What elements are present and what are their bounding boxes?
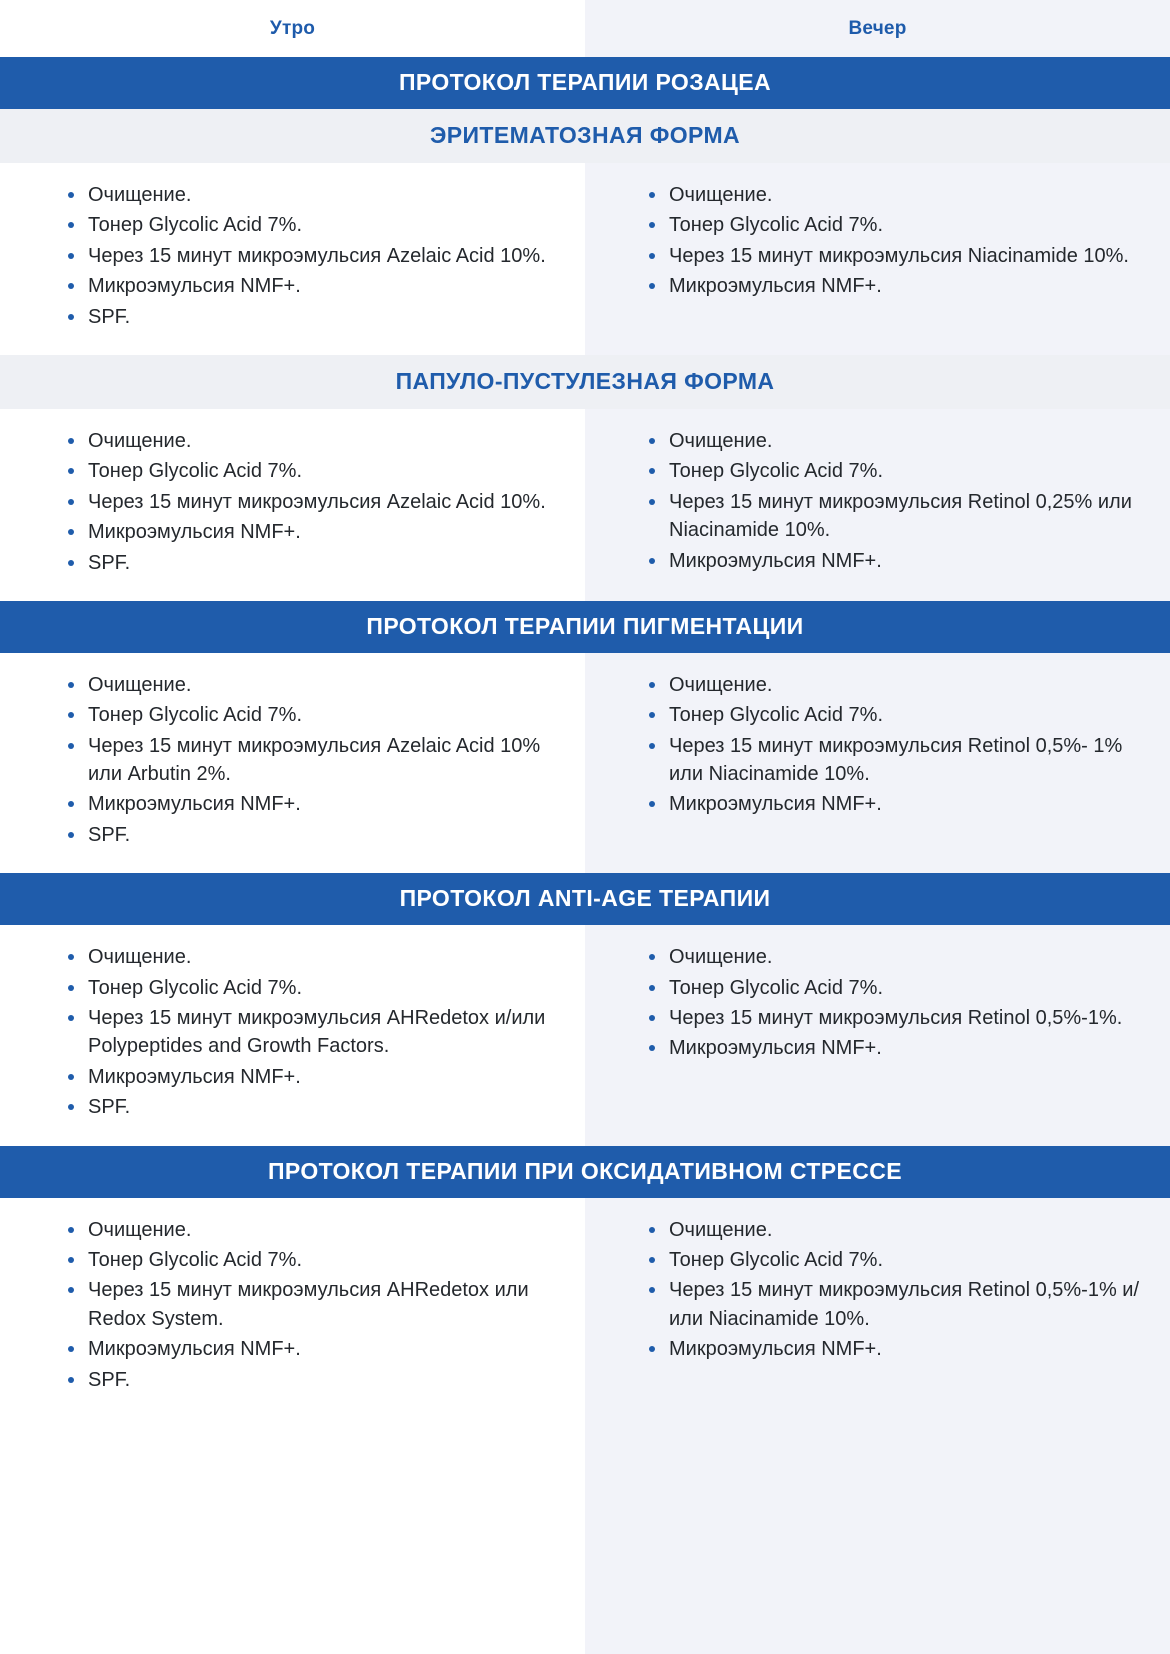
step-item: Через 15 минут микроэмульсия AHRedetox и… [66, 1004, 555, 1061]
step-item: Микроэмульсия NMF+. [647, 547, 1140, 575]
evening-steps-list: Очищение. Тонер Glycolic Acid 7%. Через 15… [647, 671, 1140, 819]
protocol-body-row: Очищение. Тонер Glycolic Acid 7%. Через 15… [0, 1198, 1170, 1418]
evening-column-header: Вечер [848, 17, 907, 39]
protocol-title-banner: ПРОТОКОЛ ТЕРАПИИ РОЗАЦЕА [0, 57, 1170, 109]
step-item: Очищение. [66, 427, 555, 455]
step-item: Через 15 минут микроэмульсия Retinol 0,5… [647, 1276, 1140, 1333]
step-item: Микроэмульсия NMF+. [647, 790, 1140, 818]
step-item: Очищение. [647, 671, 1140, 699]
step-item: Через 15 минут микроэмульсия Retinol 0,5… [647, 732, 1140, 789]
step-item: Тонер Glycolic Acid 7%. [66, 1246, 555, 1274]
step-item: Тонер Glycolic Acid 7%. [647, 974, 1140, 1002]
step-item: Микроэмульсия NMF+. [647, 272, 1140, 300]
evening-steps-cell: Очищение. Тонер Glycolic Acid 7%. Через 15… [585, 1198, 1170, 1388]
sheet-content: Утро Вечер ПРОТОКОЛ ТЕРАПИИ РОЗАЦЕА ЭРИТЕ… [0, 0, 1170, 1418]
evening-steps-list: Очищение. Тонер Glycolic Acid 7%. Через 15… [647, 1216, 1140, 1364]
step-item: Тонер Glycolic Acid 7%. [66, 974, 555, 1002]
morning-steps-cell: Очищение. Тонер Glycolic Acid 7%. Через 15… [0, 409, 585, 601]
step-item: Тонер Glycolic Acid 7%. [66, 701, 555, 729]
step-item: Через 15 минут микроэмульсия Azelaic Aci… [66, 242, 555, 270]
step-item: Микроэмульсия NMF+. [647, 1034, 1140, 1062]
step-item: SPF. [66, 1093, 555, 1121]
morning-steps-list: Очищение. Тонер Glycolic Acid 7%. Через 15… [66, 943, 555, 1121]
protocol-list: ПРОТОКОЛ ТЕРАПИИ РОЗАЦЕА ЭРИТЕМАТОЗНАЯ ФО… [0, 57, 1170, 1418]
evening-steps-cell: Очищение. Тонер Glycolic Acid 7%. Через 15… [585, 163, 1170, 325]
protocol-body-row: Очищение. Тонер Glycolic Acid 7%. Через 15… [0, 653, 1170, 873]
evening-steps-list: Очищение. Тонер Glycolic Acid 7%. Через 15… [647, 181, 1140, 301]
subsection-title-banner: ПАПУЛО-ПУСТУЛЕЗНАЯ ФОРМА [0, 354, 1170, 409]
step-item: Через 15 минут микроэмульсия Niacinamide… [647, 242, 1140, 270]
step-item: SPF. [66, 1366, 555, 1394]
step-item: Микроэмульсия NMF+. [66, 272, 555, 300]
subsection-title-banner: ЭРИТЕМАТОЗНАЯ ФОРМА [0, 109, 1170, 163]
step-item: Тонер Glycolic Acid 7%. [647, 211, 1140, 239]
morning-steps-cell: Очищение. Тонер Glycolic Acid 7%. Через 15… [0, 1198, 585, 1418]
step-item: Тонер Glycolic Acid 7%. [647, 701, 1140, 729]
step-item: Очищение. [66, 943, 555, 971]
morning-column-header: Утро [269, 17, 316, 39]
evening-column-background [585, 0, 1170, 1654]
step-item: Через 15 минут микроэмульсия Retinol 0,2… [647, 488, 1140, 545]
morning-steps-list: Очищение. Тонер Glycolic Acid 7%. Через 15… [66, 181, 555, 331]
step-item: Микроэмульсия NMF+. [647, 1335, 1140, 1363]
evening-steps-cell: Очищение. Тонер Glycolic Acid 7%. Через 15… [585, 653, 1170, 843]
evening-steps-cell: Очищение. Тонер Glycolic Acid 7%. Через 15… [585, 925, 1170, 1087]
step-item: Микроэмульсия NMF+. [66, 518, 555, 546]
morning-steps-list: Очищение. Тонер Glycolic Acid 7%. Через 15… [66, 671, 555, 849]
step-item: Очищение. [647, 1216, 1140, 1244]
protocol-body-row: Очищение. Тонер Glycolic Acid 7%. Через 15… [0, 925, 1170, 1145]
step-item: SPF. [66, 821, 555, 849]
protocol-title-banner: ПРОТОКОЛ ТЕРАПИИ ПРИ ОКСИДАТИВНОМ СТРЕСС… [0, 1145, 1170, 1198]
evening-steps-list: Очищение. Тонер Glycolic Acid 7%. Через 15… [647, 943, 1140, 1063]
protocol-body-row: Очищение. Тонер Glycolic Acid 7%. Через 15… [0, 163, 1170, 355]
step-item: Тонер Glycolic Acid 7%. [66, 457, 555, 485]
morning-steps-list: Очищение. Тонер Glycolic Acid 7%. Через 15… [66, 427, 555, 577]
step-item: Очищение. [647, 427, 1140, 455]
morning-steps-cell: Очищение. Тонер Glycolic Acid 7%. Через 15… [0, 653, 585, 873]
step-item: Через 15 минут микроэмульсия Retinol 0,5… [647, 1004, 1140, 1032]
protocol-title-banner: ПРОТОКОЛ ANTI-AGE ТЕРАПИИ [0, 873, 1170, 926]
step-item: Через 15 минут микроэмульсия Azelaic Aci… [66, 732, 555, 789]
evening-steps-cell: Очищение. Тонер Glycolic Acid 7%. Через 15… [585, 409, 1170, 599]
protocol-title-banner: ПРОТОКОЛ ТЕРАПИИ ПИГМЕНТАЦИИ [0, 600, 1170, 653]
morning-steps-list: Очищение. Тонер Glycolic Acid 7%. Через 15… [66, 1216, 555, 1394]
step-item: Очищение. [66, 671, 555, 699]
step-item: Тонер Glycolic Acid 7%. [647, 457, 1140, 485]
evening-steps-list: Очищение. Тонер Glycolic Acid 7%. Через 15… [647, 427, 1140, 575]
step-item: Микроэмульсия NMF+. [66, 1335, 555, 1363]
morning-column-background [0, 0, 585, 1654]
step-item: Очищение. [66, 1216, 555, 1244]
step-item: Через 15 минут микроэмульсия AHRedetox и… [66, 1276, 555, 1333]
step-item: Через 15 минут микроэмульсия Azelaic Aci… [66, 488, 555, 516]
step-item: SPF. [66, 549, 555, 577]
step-item: Тонер Glycolic Acid 7%. [647, 1246, 1140, 1274]
step-item: Тонер Glycolic Acid 7%. [66, 211, 555, 239]
day-header-row: Утро Вечер [0, 0, 1170, 57]
morning-steps-cell: Очищение. Тонер Glycolic Acid 7%. Через 15… [0, 925, 585, 1145]
protocol-body-row: Очищение. Тонер Glycolic Acid 7%. Через 15… [0, 409, 1170, 601]
step-item: Очищение. [647, 943, 1140, 971]
step-item: Очищение. [66, 181, 555, 209]
morning-steps-cell: Очищение. Тонер Glycolic Acid 7%. Через 15… [0, 163, 585, 355]
step-item: Микроэмульсия NMF+. [66, 1063, 555, 1091]
step-item: SPF. [66, 303, 555, 331]
step-item: Очищение. [647, 181, 1140, 209]
step-item: Микроэмульсия NMF+. [66, 790, 555, 818]
